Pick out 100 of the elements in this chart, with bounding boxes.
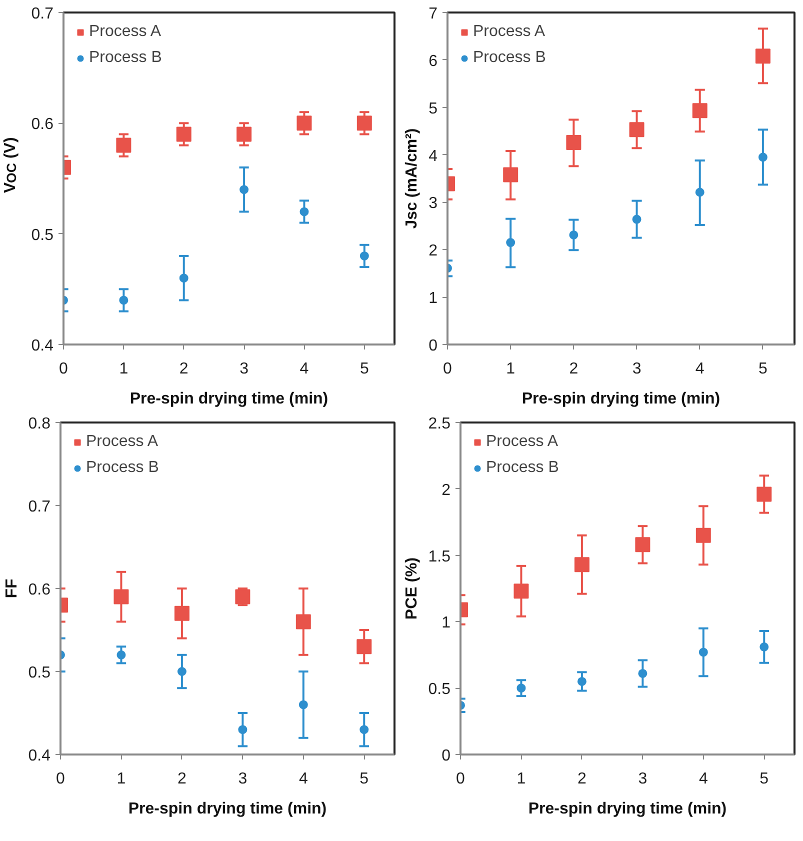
y-tick-label: 3 [428, 195, 438, 212]
x-tick-label: 1 [506, 360, 516, 378]
point [503, 167, 518, 182]
point [179, 274, 188, 283]
y-tick-label: 0.7 [31, 6, 54, 22]
x-tick-label: 2 [569, 360, 578, 378]
point [360, 251, 369, 260]
point [356, 639, 372, 654]
legend-label: Process A [89, 23, 162, 41]
y-tick-label: 0.5 [31, 226, 54, 244]
point [506, 238, 516, 248]
x-tick-label: 5 [360, 770, 369, 788]
point [114, 589, 129, 604]
y-tick-label: 0.5 [28, 664, 51, 682]
point [638, 669, 648, 678]
point [514, 584, 529, 599]
y-tick-label: 4 [428, 148, 438, 165]
x-tick-label: 2 [179, 360, 188, 378]
point [760, 642, 769, 652]
y-tick-label: 0 [428, 338, 438, 354]
legend-label: Process B [89, 49, 162, 67]
legend-label: Process B [473, 49, 546, 67]
point [300, 207, 309, 216]
point [698, 648, 708, 657]
x-tick-label: 2 [578, 770, 587, 788]
x-tick-label: 3 [638, 770, 648, 788]
point [755, 48, 770, 64]
x-tick-label: 1 [516, 770, 526, 788]
point [360, 725, 369, 734]
y-tick-label: 0.6 [28, 582, 51, 598]
y-tick-label: 0.4 [28, 748, 51, 764]
point [696, 528, 711, 543]
x-axis-title: Pre-spin drying time (min) [528, 800, 727, 818]
y-tick-label: 1 [442, 614, 451, 632]
x-tick-label: 1 [119, 360, 128, 378]
x-tick-label: 0 [56, 770, 66, 788]
y-tick-label: 2 [428, 242, 438, 260]
legend-label: Process B [486, 459, 559, 477]
point [566, 134, 582, 150]
point [116, 650, 126, 660]
y-tick-label: 6 [428, 52, 438, 70]
x-tick-label: 0 [456, 770, 466, 788]
x-tick-label: 5 [760, 770, 769, 788]
point [692, 103, 708, 118]
x-tick-label: 3 [240, 360, 249, 378]
x-tick-label: 5 [758, 360, 768, 378]
point [756, 486, 772, 502]
point [635, 537, 650, 552]
y-tick-label: 0.7 [28, 498, 51, 516]
y-tick-label: 0.4 [31, 338, 54, 354]
y-axis-title: FF [3, 578, 20, 598]
point [569, 230, 578, 240]
y-tick-label: 5 [428, 100, 438, 118]
point [695, 188, 704, 197]
y-axis-title: Jsc (mA/cm²) [404, 128, 421, 229]
y-tick-label: 7 [428, 6, 438, 22]
point [632, 214, 642, 224]
y-tick-label: 2 [442, 482, 451, 499]
point [236, 126, 252, 142]
point [177, 667, 186, 676]
x-axis-title: Pre-spin drying time (min) [128, 800, 327, 818]
x-tick-label: 2 [178, 770, 187, 788]
point [577, 676, 586, 686]
x-tick-label: 4 [698, 770, 708, 788]
point [174, 606, 190, 621]
y-tick-label: 0.8 [28, 416, 51, 432]
x-tick-label: 3 [632, 360, 642, 378]
x-tick-label: 4 [695, 360, 704, 378]
legend-label: Process B [86, 459, 159, 477]
y-tick-label: 1 [428, 290, 438, 308]
y-tick-label: 2.5 [428, 416, 451, 432]
point [298, 700, 308, 710]
x-tick-label: 5 [360, 360, 369, 378]
point [240, 185, 249, 194]
point [296, 116, 312, 131]
x-tick-label: 4 [300, 360, 309, 378]
x-tick-label: 0 [59, 360, 68, 378]
point [758, 152, 768, 162]
point [116, 138, 132, 153]
x-axis-title: Pre-spin drying time (min) [522, 390, 720, 408]
x-tick-label: 3 [238, 770, 248, 788]
y-axis-title: PCE (%) [403, 557, 420, 620]
legend-label: Process A [86, 433, 158, 451]
x-tick-label: 1 [116, 770, 126, 788]
legend-label: Process A [473, 23, 546, 41]
point [238, 725, 248, 734]
point [356, 116, 372, 131]
point [516, 684, 526, 693]
y-tick-label: 0.5 [428, 681, 451, 698]
legend-label: Process A [486, 433, 558, 451]
point [176, 126, 192, 142]
point [119, 296, 128, 305]
point [574, 557, 590, 572]
y-tick-label: 0.6 [31, 116, 54, 134]
y-tick-label: 0 [442, 748, 451, 764]
point [296, 614, 311, 630]
point [629, 122, 644, 138]
x-axis-title: Pre-spin drying time (min) [130, 390, 328, 408]
y-tick-label: 1.5 [428, 548, 451, 566]
x-tick-label: 4 [298, 770, 308, 788]
